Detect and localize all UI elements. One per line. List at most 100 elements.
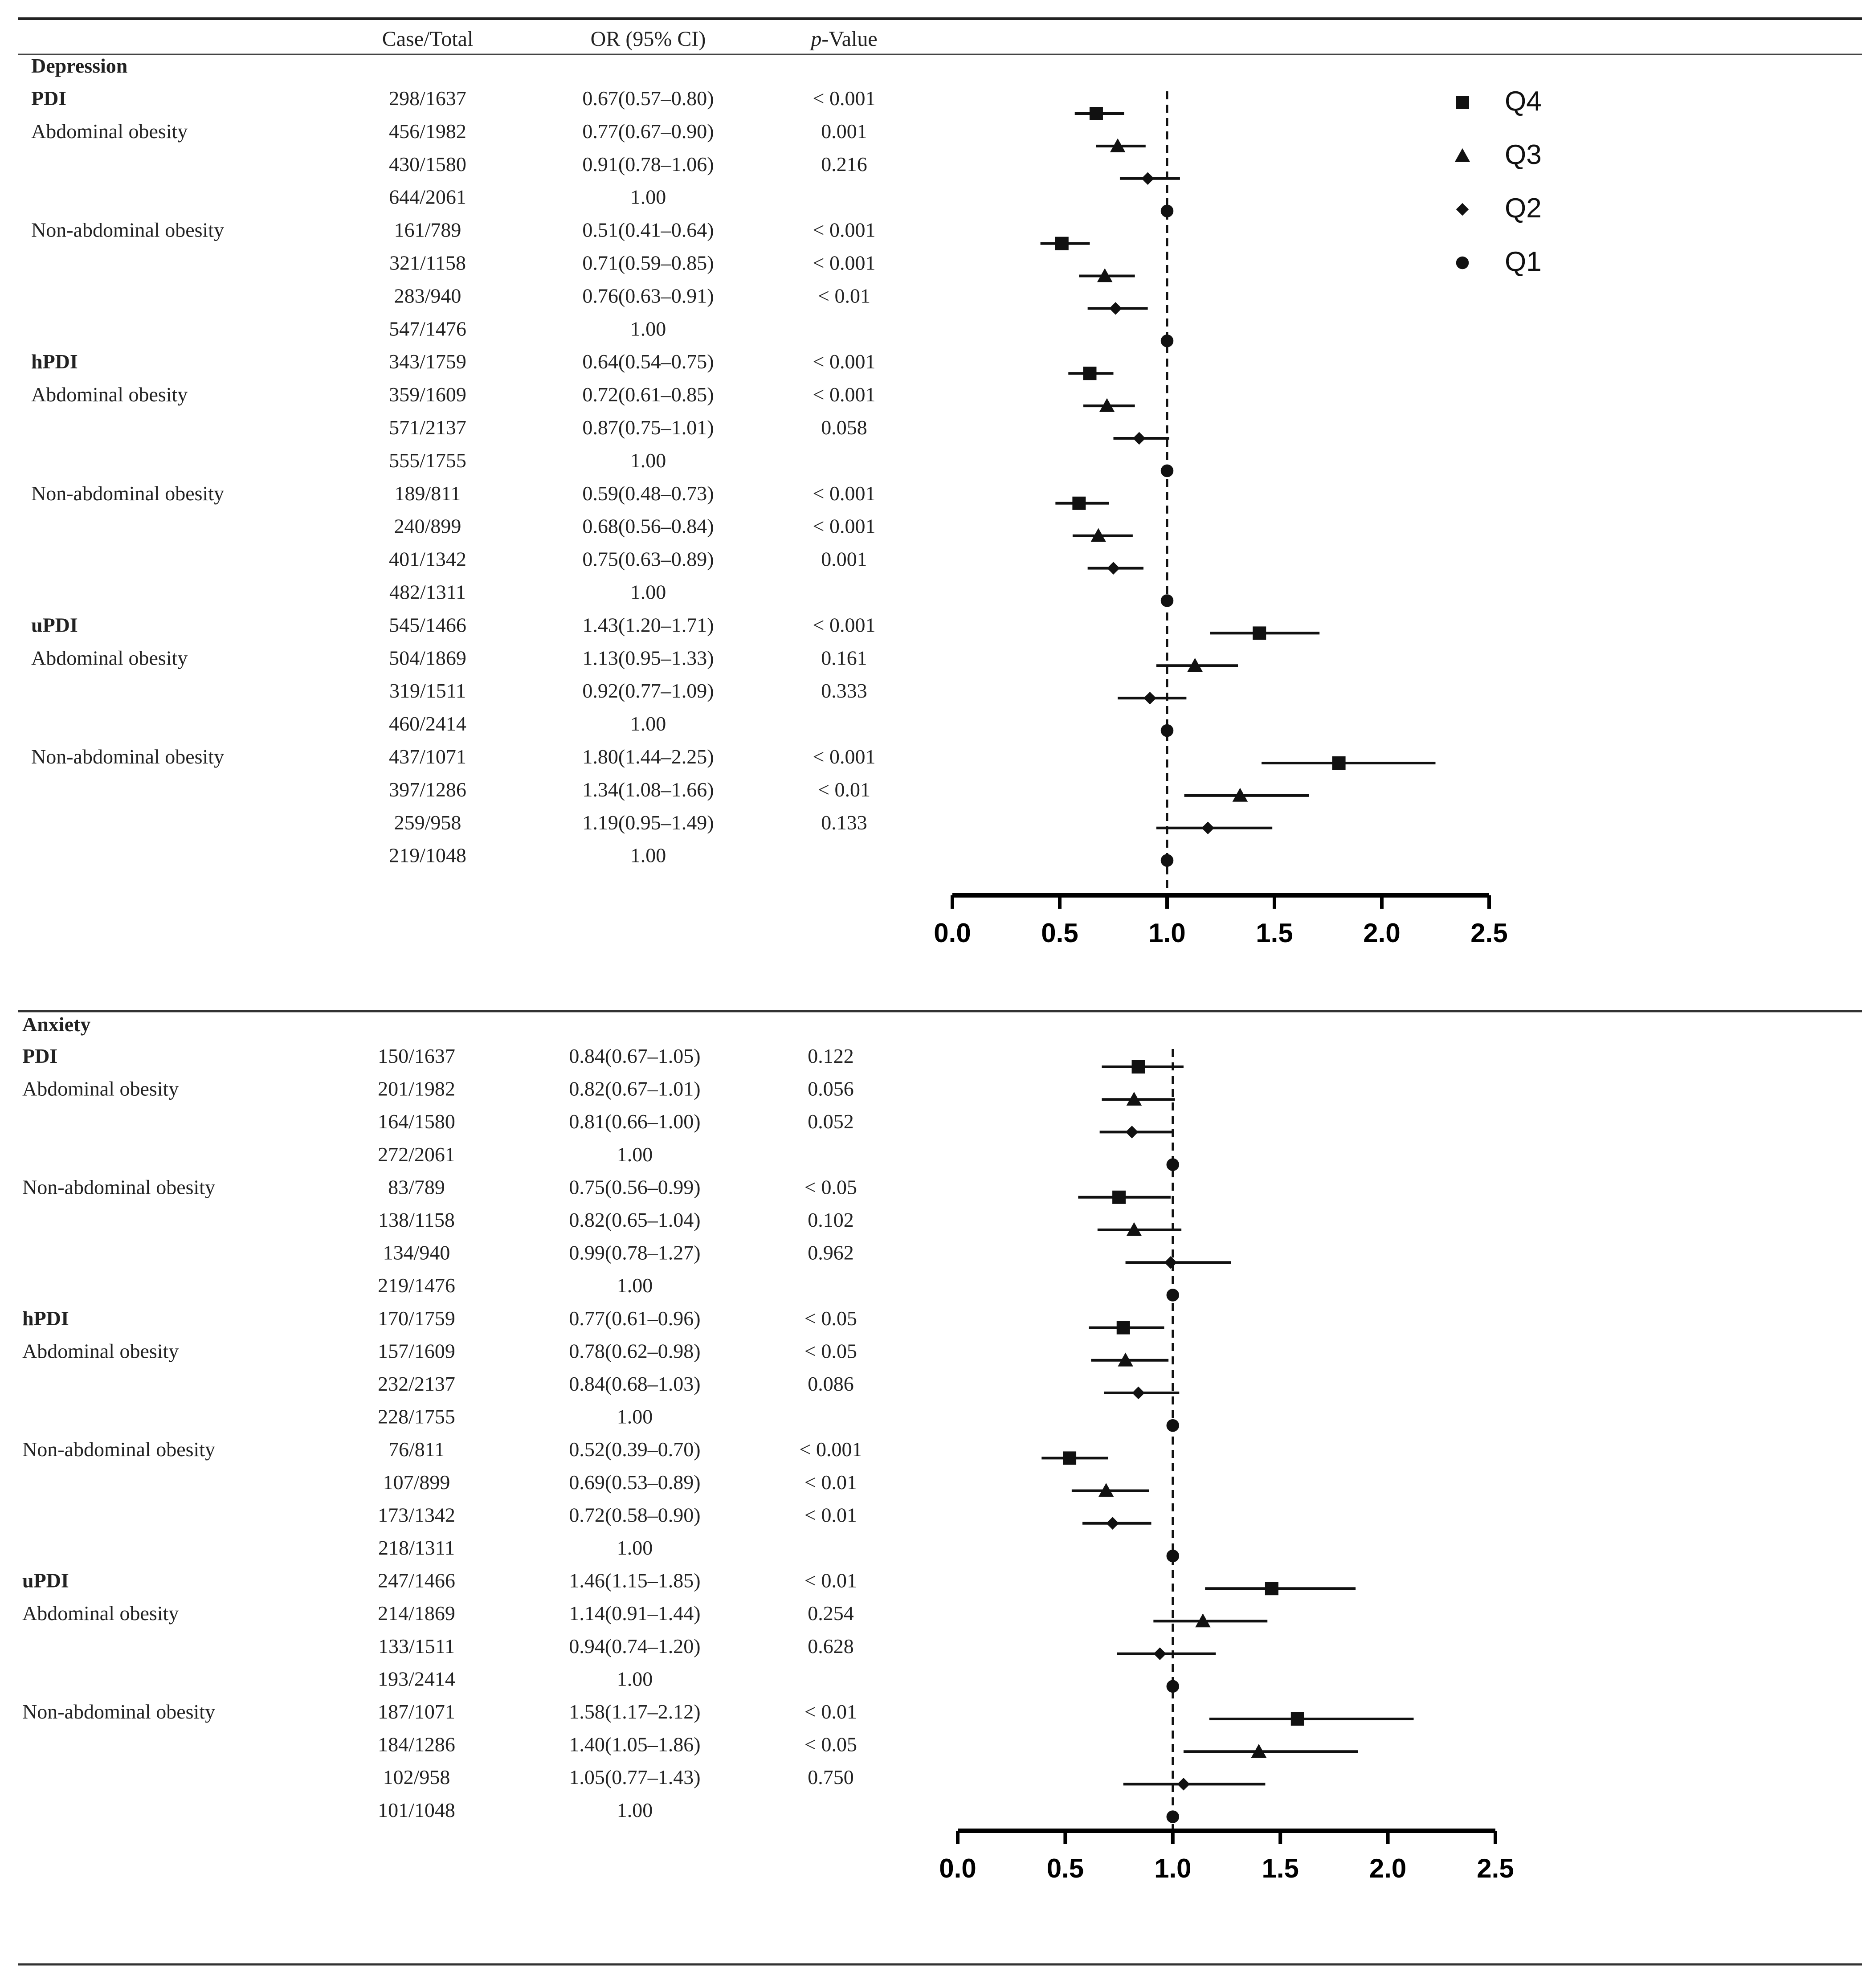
subgroup-label: Non-abdominal obesity (31, 219, 224, 241)
legend-marker-q4 (1456, 96, 1469, 109)
subgroup-label: Non-abdominal obesity (31, 482, 224, 505)
or-ci-cell: 0.68(0.56–0.84) (582, 515, 714, 538)
table-row: 321/1158 0.71(0.59–0.85) < 0.001 (389, 252, 876, 274)
point-marker-q2 (1109, 302, 1122, 315)
case-total-cell: 161/789 (394, 219, 461, 241)
table-row: 164/1580 0.81(0.66–1.00) 0.052 (378, 1110, 854, 1133)
or-ci-cell: 0.64(0.54–0.75) (582, 350, 714, 373)
table-row: 571/2137 0.87(0.75–1.01) 0.058 (389, 416, 867, 439)
or-ci-cell: 0.92(0.77–1.09) (582, 679, 714, 702)
p-value-cell: < 0.001 (813, 482, 876, 505)
point-marker-q3 (1110, 138, 1126, 152)
p-value-cell: < 0.001 (813, 515, 876, 538)
or-ci-cell: 1.00 (630, 844, 666, 867)
table-row: 184/1286 1.40(1.05–1.86) < 0.05 (378, 1733, 857, 1756)
or-ci-cell: 0.94(0.74–1.20) (569, 1635, 700, 1657)
point-marker-q3 (1195, 1613, 1211, 1628)
table-row: Non-abdominal obesity 437/1071 1.80(1.44–2… (31, 745, 875, 768)
p-value-cell: < 0.001 (813, 613, 876, 636)
or-ci-cell: 1.00 (617, 1799, 653, 1821)
table-row: 173/1342 0.72(0.58–0.90) < 0.01 (378, 1503, 857, 1526)
or-ci-cell: 1.00 (630, 581, 666, 604)
case-total-cell: 460/2414 (389, 712, 466, 735)
table-row: PDI 150/1637 0.84(0.67–1.05) 0.122 (22, 1045, 854, 1067)
case-total-cell: 218/1311 (378, 1536, 455, 1559)
case-total-cell: 150/1637 (378, 1045, 455, 1067)
case-total-cell: 359/1609 (389, 383, 466, 406)
or-ci-cell: 0.51(0.41–0.64) (582, 219, 714, 241)
case-total-cell: 157/1609 (378, 1339, 455, 1362)
point-marker-q1 (1166, 1549, 1180, 1563)
or-ci-cell: 1.00 (617, 1536, 653, 1559)
point-marker-q3 (1118, 1352, 1133, 1367)
table-row: Non-abdominal obesity 83/789 0.75(0.56–0.9… (22, 1176, 857, 1198)
point-marker-q4 (1290, 1712, 1304, 1726)
table-row: hPDI 343/1759 0.64(0.54–0.75) < 0.001 (31, 350, 875, 373)
point-marker-q1 (1166, 1158, 1180, 1171)
or-ci-cell: 1.80(1.44–2.25) (582, 745, 714, 768)
p-value-cell: < 0.01 (804, 1503, 857, 1526)
index-label-updi: uPDI (31, 613, 78, 636)
header-or-ci: OR (95% CI) (591, 27, 706, 51)
case-total-cell: 83/789 (388, 1176, 445, 1198)
x-tick-label: 1.0 (1154, 1853, 1191, 1883)
point-marker-q2 (1164, 1256, 1177, 1269)
point-marker-q4 (1332, 756, 1346, 770)
table-row: 397/1286 1.34(1.08–1.66) < 0.01 (389, 778, 870, 801)
p-value-cell: 0.052 (808, 1110, 854, 1133)
case-total-cell: 133/1511 (378, 1635, 455, 1657)
legend: Q4 Q3 Q2 Q1 (1454, 86, 1542, 277)
or-ci-cell: 0.59(0.48–0.73) (582, 482, 714, 505)
point-marker-q3 (1098, 1483, 1114, 1497)
table-row: 644/2061 1.00 (389, 186, 666, 208)
table-row: 482/1311 1.00 (389, 581, 666, 604)
table-row: 547/1476 1.00 (389, 317, 666, 340)
p-value-cell: 0.102 (808, 1208, 854, 1231)
point-marker-q2 (1177, 1778, 1190, 1791)
case-total-cell: 219/1048 (389, 844, 466, 867)
case-total-cell: 101/1048 (378, 1799, 455, 1821)
or-ci-cell: 0.78(0.62–0.98) (569, 1339, 700, 1362)
point-marker-q3 (1126, 1222, 1142, 1236)
case-total-cell: 545/1466 (389, 613, 466, 636)
case-total-cell: 430/1580 (389, 153, 466, 176)
p-value-cell: 0.133 (821, 811, 867, 834)
x-tick-label: 2.5 (1477, 1853, 1514, 1883)
or-ci-cell: 0.82(0.65–1.04) (569, 1208, 700, 1231)
subgroup-label: Abdominal obesity (22, 1339, 179, 1362)
or-ci-cell: 1.58(1.17–2.12) (569, 1700, 700, 1723)
point-marker-q1 (1160, 204, 1174, 217)
table-row: 283/940 0.76(0.63–0.91) < 0.01 (394, 284, 870, 307)
table-row: 228/1755 1.00 (378, 1405, 653, 1428)
p-value-cell: < 0.01 (804, 1700, 857, 1723)
panel-depression: Depression PDI 298/1637 0.67(0.57–0.80) < 0.… (31, 54, 1508, 948)
or-ci-cell: 0.67(0.57–0.80) (582, 87, 714, 110)
index-label-hpdi: hPDI (31, 350, 78, 373)
case-total-cell: 547/1476 (389, 317, 466, 340)
or-ci-cell: 0.72(0.61–0.85) (582, 383, 714, 406)
table-row: Abdominal obesity 359/1609 0.72(0.61–0.85)… (31, 383, 875, 406)
subgroup-label: Non-abdominal obesity (22, 1176, 215, 1198)
case-total-cell: 272/2061 (378, 1143, 455, 1166)
x-tick-label: 0.5 (1041, 918, 1078, 948)
point-marker-q2 (1132, 1386, 1145, 1400)
case-total-cell: 232/2137 (378, 1372, 455, 1395)
p-value-cell: < 0.01 (804, 1471, 857, 1494)
point-marker-q4 (1072, 496, 1086, 510)
table-row: 193/2414 1.00 (378, 1667, 653, 1690)
p-value-cell: 0.001 (821, 120, 867, 143)
point-marker-q4 (1112, 1190, 1126, 1204)
table-row: 102/958 1.05(0.77–1.43) 0.750 (383, 1766, 854, 1788)
point-marker-q1 (1160, 724, 1174, 737)
p-value-cell: 0.161 (821, 646, 867, 669)
x-tick-label: 1.5 (1256, 918, 1293, 948)
x-tick-label: 2.5 (1470, 918, 1507, 948)
header-p-rest: -Value (821, 27, 877, 51)
p-value-cell: < 0.001 (813, 350, 876, 373)
or-ci-cell: 1.14(0.91–1.44) (569, 1602, 700, 1625)
table-row: 430/1580 0.91(0.78–1.06) 0.216 (389, 153, 867, 176)
point-marker-q2 (1106, 1517, 1119, 1530)
or-ci-cell: 0.75(0.63–0.89) (582, 548, 714, 571)
table-row: Abdominal obesity 456/1982 0.77(0.67–0.90)… (31, 120, 867, 143)
